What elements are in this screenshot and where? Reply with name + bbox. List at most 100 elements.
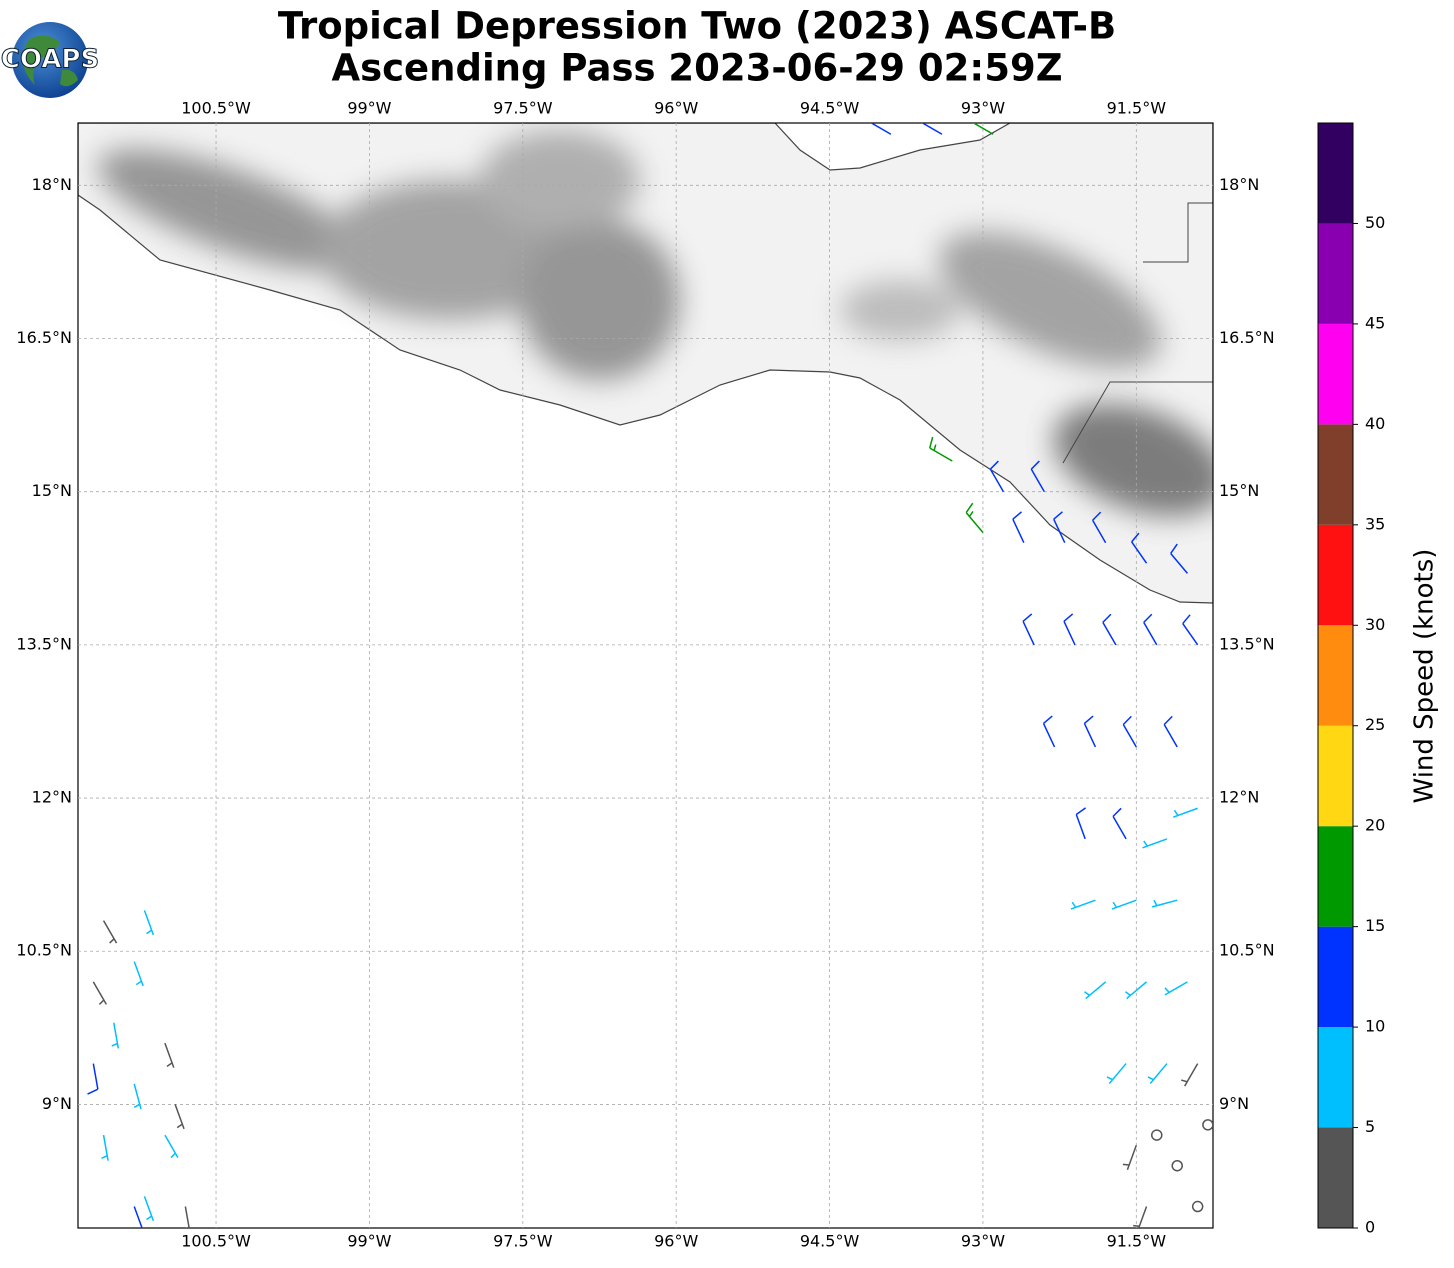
colorbar-bin [1318, 625, 1353, 726]
y-tick-label: 18°N [1219, 175, 1259, 194]
colorbar-tick-label: 50 [1365, 213, 1385, 232]
barb-line [1142, 838, 1168, 849]
colorbar-bin [1318, 1127, 1353, 1228]
barb-line [1131, 532, 1148, 564]
wind-barb [92, 981, 107, 1005]
barb-line [92, 981, 107, 1005]
wind-barb [1191, 1200, 1204, 1213]
barb-line [1042, 715, 1056, 748]
wind-barb [143, 1196, 155, 1222]
x-tick-label: 94.5°W [800, 99, 860, 118]
colorbar-tick-label: 40 [1365, 414, 1385, 433]
barb-line [1182, 614, 1199, 646]
y-tick-label: 18°N [32, 175, 72, 194]
wind-barb [164, 1134, 179, 1159]
colorbar-tick-label: 25 [1365, 715, 1385, 734]
map-frame [77, 122, 1214, 1229]
wind-barb [1106, 1063, 1127, 1084]
grid [78, 123, 1213, 1228]
barb-line [1151, 899, 1178, 908]
barb-line [989, 460, 1005, 493]
wind-barb [1111, 899, 1137, 910]
logo-text: COAPS [1, 45, 99, 75]
wind-barb [133, 1206, 143, 1228]
colorbar-bin [1318, 424, 1353, 525]
x-tick-label: 97.5°W [493, 1232, 553, 1251]
barb-line [164, 1134, 179, 1159]
wind-barb [164, 1042, 175, 1068]
wind-barb [1142, 838, 1168, 849]
barb-line [133, 1206, 143, 1228]
colorbar-tick-label: 45 [1365, 313, 1385, 332]
barb-line [1084, 981, 1107, 1000]
barb-line [184, 1206, 190, 1228]
wind-barb [1131, 532, 1148, 564]
barb-line [1075, 807, 1087, 840]
colorbar-bin [1318, 123, 1353, 224]
wind-barb [1122, 715, 1137, 748]
title-line: Tropical Depression Two (2023) ASCAT-B [278, 5, 1116, 48]
x-tick-label: 93°W [961, 99, 1005, 118]
wind-barbs [87, 123, 1213, 1228]
wind-barb [1143, 613, 1158, 646]
barb-line [1030, 460, 1045, 493]
barb-line [1143, 613, 1158, 646]
wind-barb [101, 1134, 109, 1161]
barb-line [174, 1104, 185, 1130]
calm-circle [1191, 1200, 1204, 1213]
y-tick-label: 13.5°N [16, 634, 72, 653]
barb-line [133, 1083, 142, 1110]
colorbar-tick-label: 15 [1365, 916, 1385, 935]
wind-barb [133, 961, 144, 987]
barb-line [1172, 807, 1198, 818]
y-tick-label: 16.5°N [1219, 328, 1275, 347]
x-tick-label: 96°W [654, 99, 698, 118]
barb-line [1083, 715, 1097, 748]
wind-barb [1070, 899, 1096, 910]
barb-line [1111, 899, 1137, 910]
y-tick-label: 9°N [42, 1094, 72, 1113]
x-tick-label: 100.5°W [181, 99, 251, 118]
barb-line [143, 910, 155, 936]
wind-barb [972, 123, 994, 135]
colorbar: 0 5 10 15 20 25 30 35 40 45 50 [1317, 122, 1385, 1237]
x-tick-label: 99°W [347, 99, 391, 118]
colorbar-bin [1318, 725, 1353, 827]
wind-barb [1151, 1129, 1163, 1141]
barb-line [143, 1196, 155, 1222]
calm-circle [1151, 1129, 1163, 1141]
colorbar-tick-label: 5 [1365, 1117, 1375, 1136]
y-tick-label: 16.5°N [16, 328, 72, 347]
wind-barb [1091, 511, 1107, 544]
x-tick-label: 91.5°W [1107, 99, 1167, 118]
barb-line [87, 1063, 99, 1095]
wind-barb [184, 1206, 190, 1228]
wind-barb [1182, 614, 1199, 646]
colorbar-bin [1318, 524, 1353, 626]
wind-barb [87, 1063, 99, 1095]
barb-line [1112, 807, 1127, 840]
barb-line [133, 961, 144, 987]
border [1062, 202, 1213, 464]
logo: COAPS [0, 22, 100, 98]
barb-line [1147, 1063, 1168, 1084]
barb-line [1063, 613, 1076, 646]
colorbar-frame [1317, 122, 1354, 1229]
wind-barb [1102, 613, 1117, 646]
barb-line [1102, 613, 1117, 646]
barb-line [164, 1042, 175, 1068]
x-tick-label: 93°W [961, 1232, 1005, 1251]
colorbar-tick-label: 20 [1365, 816, 1385, 835]
barb-line [1164, 981, 1188, 996]
barb-line [1133, 1206, 1148, 1228]
colorbar-tick-label: 10 [1365, 1017, 1385, 1036]
barb-line [965, 502, 984, 534]
terrain [97, 130, 1213, 517]
x-tick-label: 91.5°W [1107, 1232, 1167, 1251]
calm-circle [1202, 1119, 1213, 1131]
wind-barb [1122, 1145, 1138, 1170]
colorbar-bin [1318, 1027, 1353, 1128]
x-tick-label: 96°W [654, 1232, 698, 1251]
wind-barb [111, 1022, 120, 1049]
